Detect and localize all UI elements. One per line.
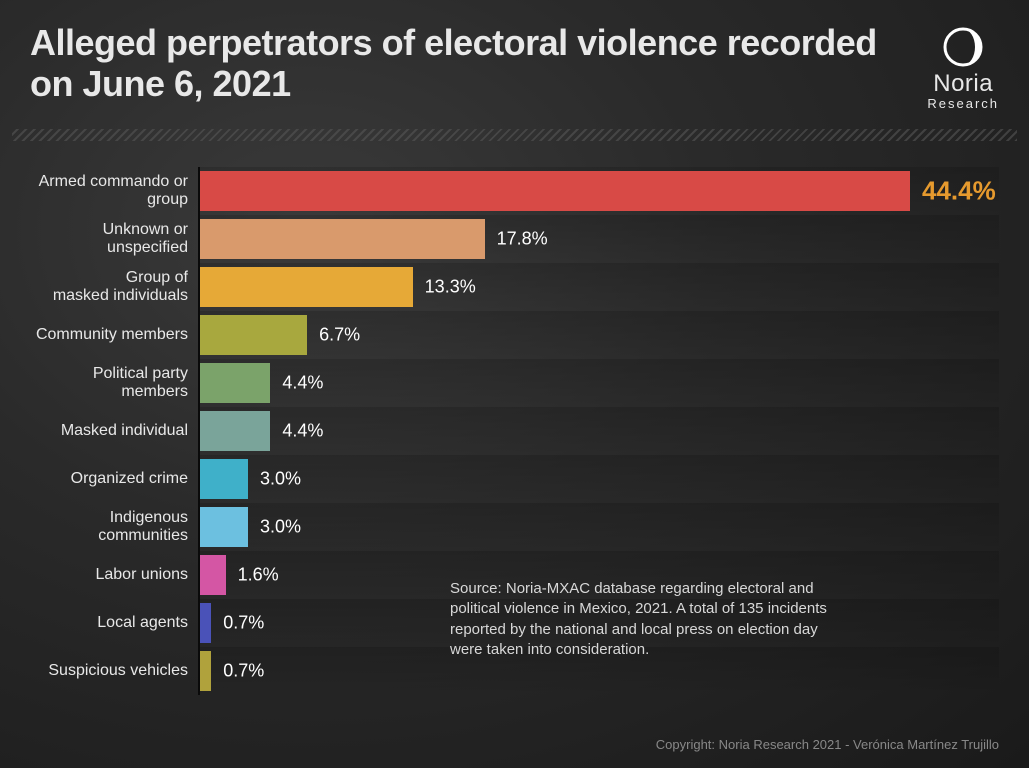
- bar-track: 44.4%: [198, 167, 999, 215]
- value-label: 4.4%: [282, 421, 323, 442]
- bar: [200, 603, 211, 643]
- value-label: 0.7%: [223, 613, 264, 634]
- copyright: Copyright: Noria Research 2021 - Verónic…: [656, 737, 999, 752]
- bar: [200, 363, 270, 403]
- chart-title: Alleged perpetrators of electoral violen…: [30, 22, 927, 105]
- logo: Noria Research: [927, 26, 999, 111]
- bar: [200, 267, 413, 307]
- logo-sub: Research: [927, 96, 999, 111]
- category-label: Organized crime: [30, 470, 198, 488]
- bar-row: Armed commando orgroup 44.4%: [30, 167, 999, 215]
- category-label: Labor unions: [30, 566, 198, 584]
- bar-track: 6.7%: [198, 311, 999, 359]
- bar-row: Masked individual 4.4%: [30, 407, 999, 455]
- bar: [200, 651, 211, 691]
- bar-track: 17.8%: [198, 215, 999, 263]
- chart-area: Armed commando orgroup 44.4% Unknown oruns…: [0, 159, 1029, 695]
- category-label: Armed commando orgroup: [30, 173, 198, 210]
- divider-hatch: [12, 129, 1017, 141]
- bar-row: Indigenouscommunities 3.0%: [30, 503, 999, 551]
- bar: [200, 507, 248, 547]
- bar-row: Community members 6.7%: [30, 311, 999, 359]
- bar-track: 3.0%: [198, 503, 999, 551]
- bar: [200, 411, 270, 451]
- value-label: 4.4%: [282, 373, 323, 394]
- value-label: 6.7%: [319, 325, 360, 346]
- value-label: 44.4%: [922, 176, 996, 207]
- logo-icon: [942, 26, 984, 68]
- category-label: Unknown orunspecified: [30, 221, 198, 258]
- header: Alleged perpetrators of electoral violen…: [0, 0, 1029, 129]
- bar: [200, 171, 910, 211]
- bar-row: Organized crime 3.0%: [30, 455, 999, 503]
- bar-track: 4.4%: [198, 359, 999, 407]
- bar: [200, 219, 485, 259]
- value-label: 0.7%: [223, 661, 264, 682]
- value-label: 17.8%: [497, 229, 548, 250]
- value-label: 1.6%: [238, 565, 279, 586]
- source-note: Source: Noria-MXAC database regarding el…: [450, 579, 850, 660]
- category-label: Indigenouscommunities: [30, 509, 198, 546]
- bar: [200, 555, 226, 595]
- category-label: Suspicious vehicles: [30, 662, 198, 680]
- logo-name: Noria: [927, 70, 999, 98]
- bar-track: 3.0%: [198, 455, 999, 503]
- bar-track: 4.4%: [198, 407, 999, 455]
- bar-row: Political partymembers 4.4%: [30, 359, 999, 407]
- value-label: 13.3%: [425, 277, 476, 298]
- value-label: 3.0%: [260, 517, 301, 538]
- category-label: Community members: [30, 326, 198, 344]
- category-label: Local agents: [30, 614, 198, 632]
- category-label: Group ofmasked individuals: [30, 269, 198, 306]
- value-label: 3.0%: [260, 469, 301, 490]
- bar-row: Group ofmasked individuals 13.3%: [30, 263, 999, 311]
- bar: [200, 315, 307, 355]
- category-label: Political partymembers: [30, 365, 198, 402]
- bar-track: 13.3%: [198, 263, 999, 311]
- bar-row: Unknown orunspecified 17.8%: [30, 215, 999, 263]
- category-label: Masked individual: [30, 422, 198, 440]
- bar: [200, 459, 248, 499]
